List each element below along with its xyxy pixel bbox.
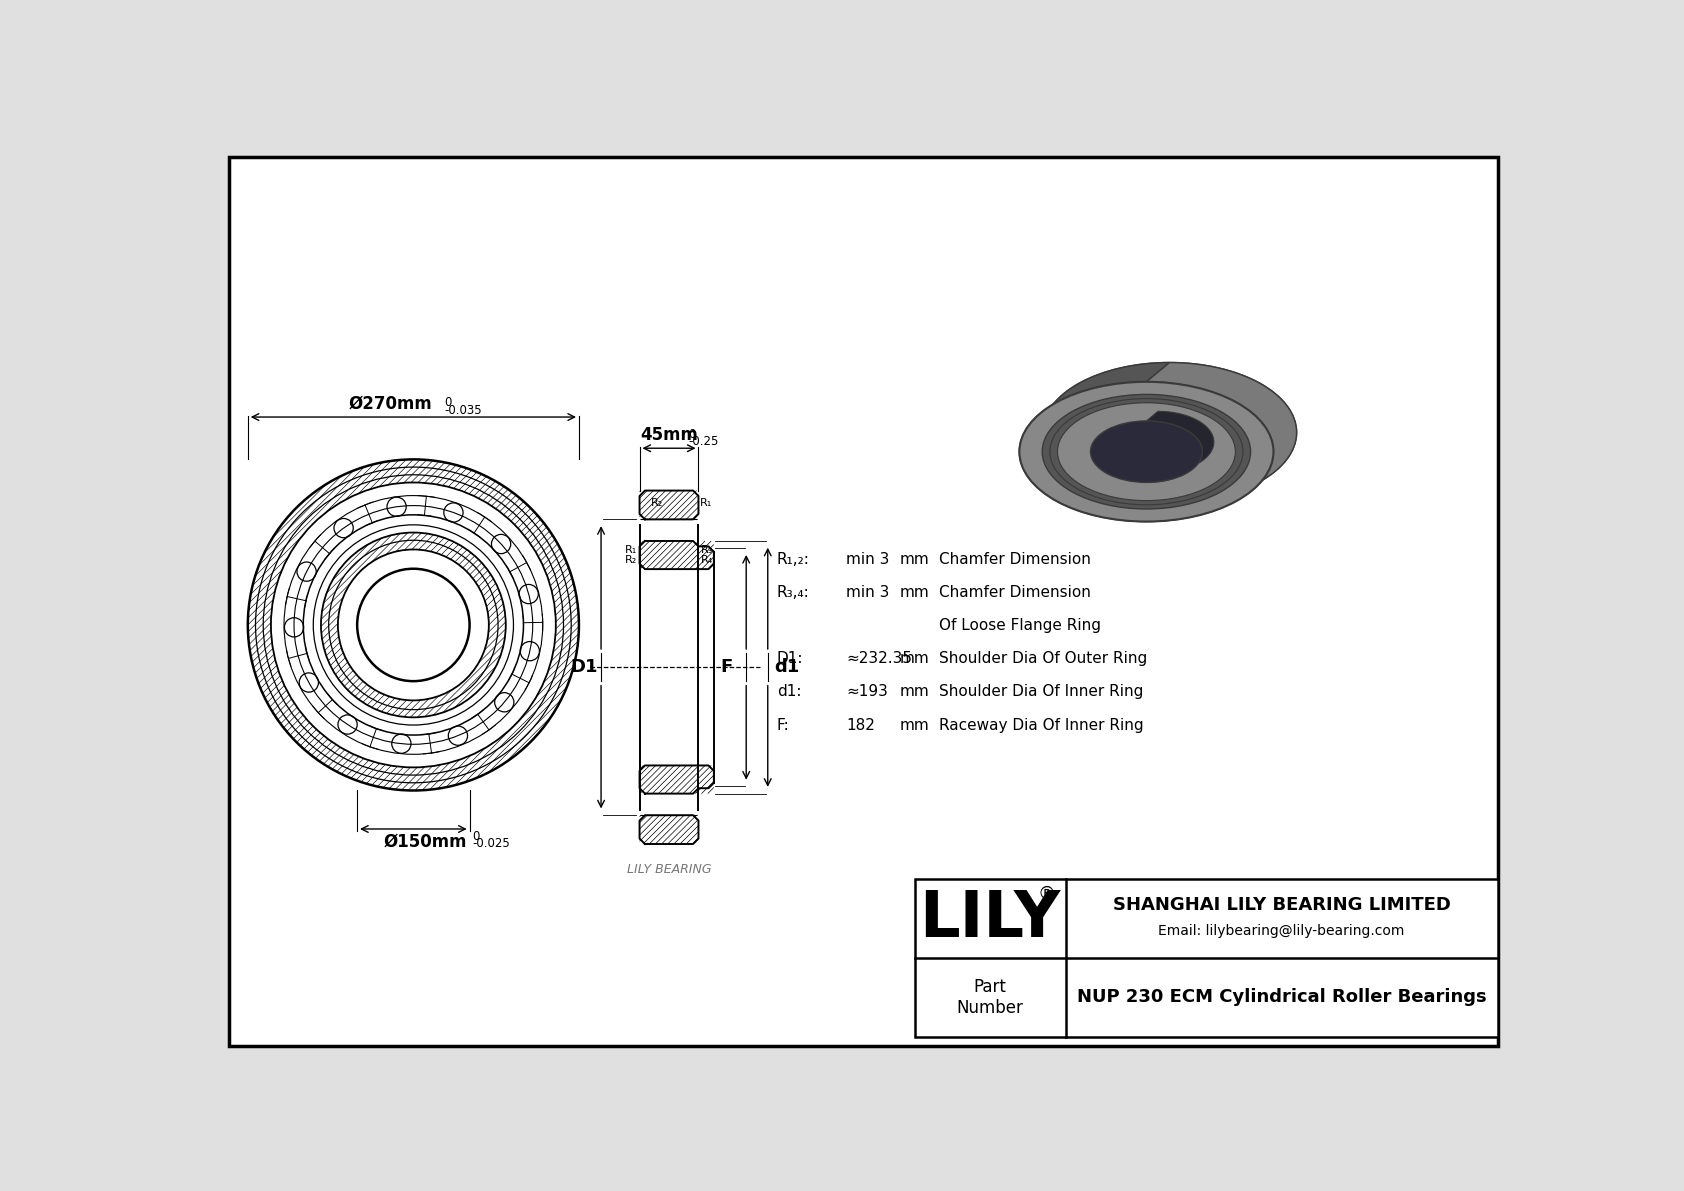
Text: Ø270mm: Ø270mm [349,394,433,412]
Text: ≈193: ≈193 [845,685,887,699]
Ellipse shape [1091,420,1202,482]
Text: d1: d1 [775,659,800,676]
Text: 45mm: 45mm [640,425,697,443]
Text: R₁,₂:: R₁,₂: [776,551,810,567]
Text: -0.25: -0.25 [689,435,719,448]
Text: Chamfer Dimension: Chamfer Dimension [938,585,1090,600]
Text: Shoulder Dia Of Inner Ring: Shoulder Dia Of Inner Ring [938,685,1143,699]
Text: D1:: D1: [776,651,803,666]
Text: 182: 182 [845,717,876,732]
Text: Raceway Dia Of Inner Ring: Raceway Dia Of Inner Ring [938,717,1143,732]
Text: D1: D1 [571,659,598,676]
Text: -0.035: -0.035 [445,404,482,417]
Text: LILY: LILY [919,887,1061,949]
Text: Email: lilybearing@lily-bearing.com: Email: lilybearing@lily-bearing.com [1159,924,1404,937]
Text: F:: F: [776,717,790,732]
Text: 0: 0 [445,397,451,410]
Text: mm: mm [899,717,930,732]
Text: 0: 0 [689,428,695,441]
Text: R₁: R₁ [701,498,712,509]
Text: mm: mm [899,685,930,699]
Text: Ø150mm: Ø150mm [384,833,466,850]
Text: Shoulder Dia Of Outer Ring: Shoulder Dia Of Outer Ring [938,651,1147,666]
Text: R₃,₄:: R₃,₄: [776,585,810,600]
Text: min 3: min 3 [845,585,889,600]
Text: R₄: R₄ [701,555,712,565]
Text: R₂: R₂ [625,555,637,565]
Polygon shape [1019,362,1169,522]
Ellipse shape [1058,403,1236,500]
Text: Of Loose Flange Ring: Of Loose Flange Ring [938,618,1101,634]
Polygon shape [1147,362,1297,522]
Text: ®: ® [1037,885,1056,903]
Text: Chamfer Dimension: Chamfer Dimension [938,551,1090,567]
Text: mm: mm [899,551,930,567]
Text: d1:: d1: [776,685,802,699]
Text: R₂: R₂ [650,498,663,509]
Polygon shape [1147,411,1214,482]
Text: Part
Number: Part Number [957,978,1024,1017]
Text: -0.025: -0.025 [473,837,510,850]
Text: R₃: R₃ [701,544,712,555]
Text: 0: 0 [473,830,480,843]
Text: ≈232.35: ≈232.35 [845,651,913,666]
Text: min 3: min 3 [845,551,889,567]
Bar [916,879,1497,1037]
Ellipse shape [1042,362,1297,503]
Ellipse shape [1042,394,1251,509]
Ellipse shape [1019,382,1273,522]
Text: mm: mm [899,585,930,600]
Text: mm: mm [899,651,930,666]
Text: F: F [721,659,733,676]
Text: NUP 230 ECM Cylindrical Roller Bearings: NUP 230 ECM Cylindrical Roller Bearings [1076,989,1487,1006]
Text: SHANGHAI LILY BEARING LIMITED: SHANGHAI LILY BEARING LIMITED [1113,896,1450,913]
Text: LILY BEARING: LILY BEARING [626,863,711,877]
Text: R₁: R₁ [625,544,637,555]
